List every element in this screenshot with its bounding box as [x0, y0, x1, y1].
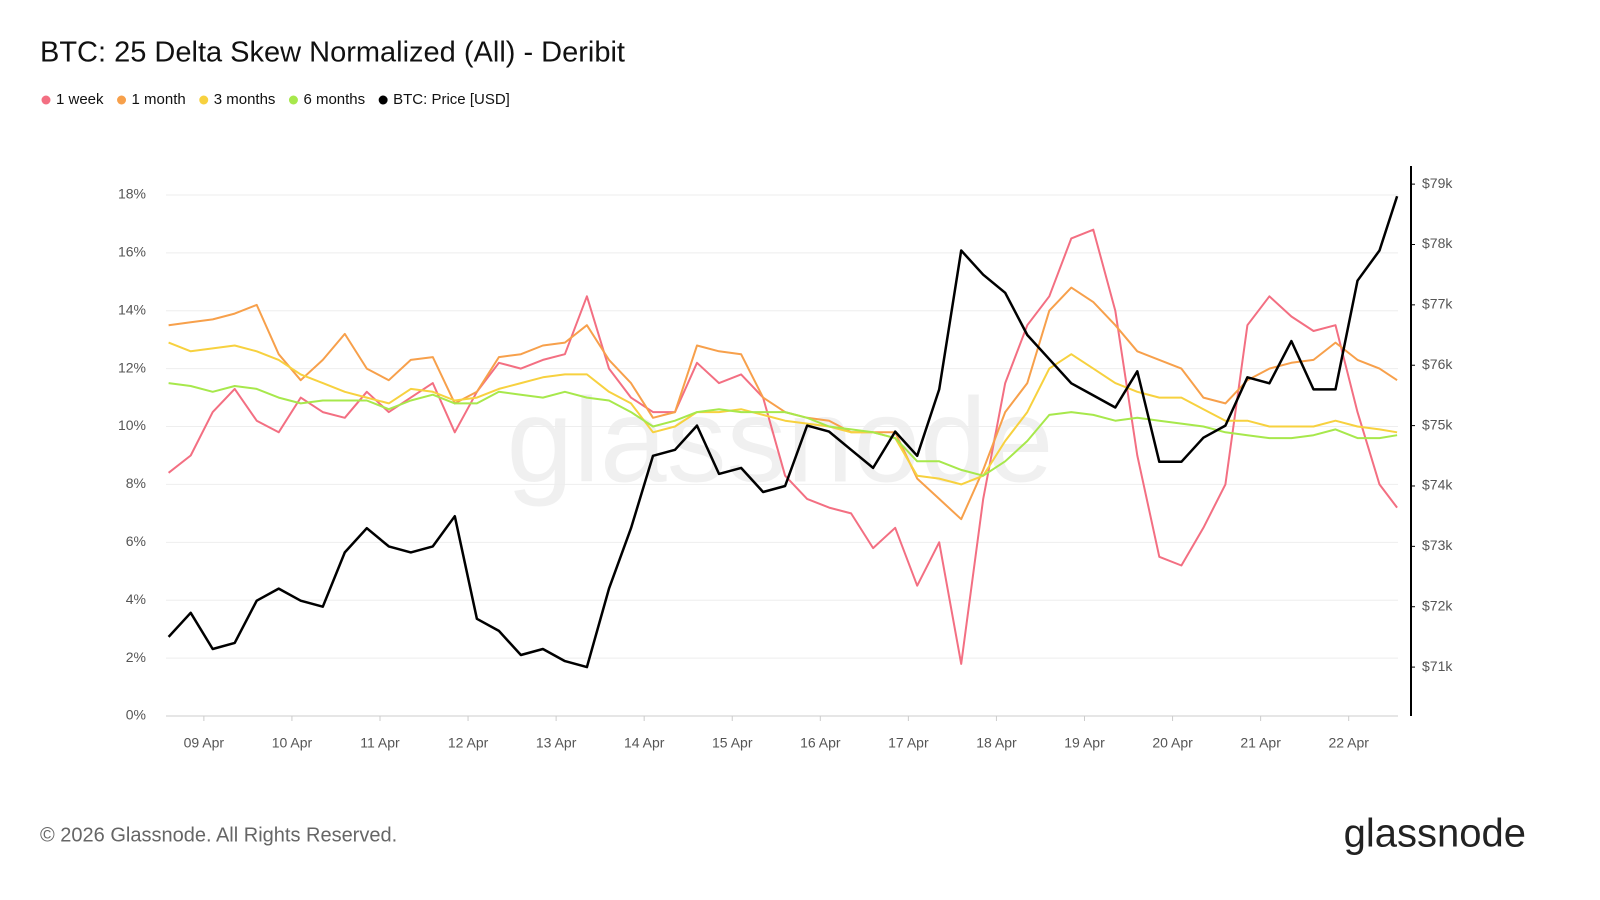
y2-tick-label: $71k: [1422, 658, 1453, 674]
x-tick-label: 12 Apr: [448, 735, 489, 751]
x-tick-label: 09 Apr: [184, 735, 225, 751]
y-tick-label: 14%: [118, 301, 146, 317]
y2-tick-label: $73k: [1422, 537, 1453, 553]
y-tick-label: 8%: [126, 475, 146, 491]
x-tick-label: 19 Apr: [1064, 735, 1105, 751]
series-line: [167, 195, 1399, 669]
series-line: [168, 341, 1398, 486]
x-tick-label: 18 Apr: [976, 735, 1017, 751]
y2-tick-label: $76k: [1422, 356, 1453, 372]
legend-label: 1 month: [132, 91, 186, 108]
legend-label: BTC: Price [USD]: [393, 91, 510, 108]
y-tick-label: 6%: [126, 533, 146, 549]
y2-tick-label: $77k: [1422, 296, 1453, 312]
y-tick-label: 2%: [126, 649, 146, 665]
y2-tick-label: $72k: [1422, 597, 1453, 613]
x-tick-label: 22 Apr: [1328, 735, 1369, 751]
legend: 1 week 1 month 3 months 6 months BTC: Price …: [41, 91, 510, 108]
footer: © 2026 Glassnode. All Rights Reserved.: [40, 824, 397, 846]
y-tick-label: 10%: [118, 417, 146, 433]
x-tick-label: 21 Apr: [1240, 735, 1281, 751]
y-tick-label: 12%: [118, 359, 146, 375]
x-tick-label: 20 Apr: [1152, 735, 1193, 751]
legend-label: 3 months: [214, 91, 276, 108]
x-tick-label: 15 Apr: [712, 735, 753, 751]
x-tick-label: 14 Apr: [624, 735, 665, 751]
legend-label: 1 week: [56, 91, 104, 108]
y-tick-label: 18%: [118, 186, 146, 202]
y-tick-label: 0%: [126, 707, 146, 723]
legend-label: 6 months: [303, 91, 365, 108]
legend-swatch: [288, 95, 298, 105]
x-tick-label: 10 Apr: [272, 735, 313, 751]
x-tick-label: 11 Apr: [360, 735, 400, 751]
watermark: glassnode: [506, 374, 1053, 508]
x-tick-label: 17 Apr: [888, 735, 929, 751]
y2-tick-label: $78k: [1422, 235, 1453, 251]
x-tick-label: 16 Apr: [800, 735, 841, 751]
legend-swatch: [378, 95, 388, 105]
y2-tick-label: $79k: [1422, 175, 1453, 191]
legend-swatch: [117, 95, 127, 105]
x-tick-label: 13 Apr: [536, 735, 577, 751]
y2-tick-label: $74k: [1422, 477, 1453, 493]
chart-title: BTC: 25 Delta Skew Normalized (All) - De…: [40, 37, 625, 69]
y-tick-label: 4%: [126, 591, 146, 607]
y2-tick-label: $75k: [1422, 416, 1453, 432]
legend-swatch: [199, 95, 209, 105]
brand-logo: glassnode: [1344, 812, 1526, 856]
legend-swatch: [41, 95, 51, 105]
series-line: [168, 382, 1398, 477]
y-tick-label: 16%: [118, 244, 146, 260]
